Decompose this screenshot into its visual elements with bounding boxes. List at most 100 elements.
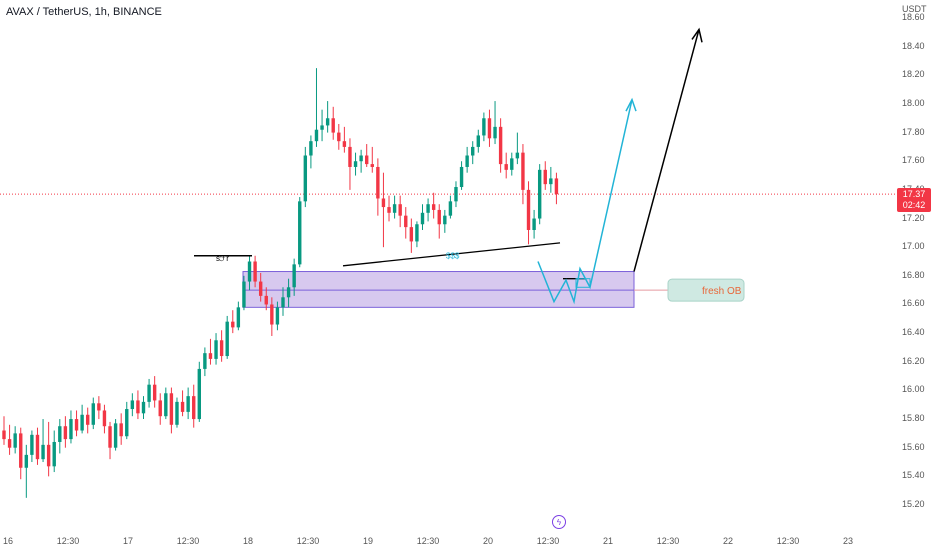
order-block-zone	[242, 271, 635, 308]
price-chart[interactable]: sℱr $$$ fresh OB	[0, 0, 896, 520]
time-tick: 12:30	[416, 536, 440, 546]
candle-body	[543, 169, 547, 185]
price-tick: 16.40	[902, 327, 925, 338]
candle-body	[476, 135, 480, 147]
price-tick: 15.20	[902, 499, 925, 509]
candle-body	[108, 426, 112, 448]
candle-body	[225, 321, 229, 357]
candle-body	[125, 409, 129, 437]
candle-body	[86, 414, 90, 425]
price-tick: 16.80	[902, 269, 925, 280]
price-tick: 15.60	[902, 441, 925, 452]
candle-body	[392, 204, 397, 213]
fresh-ob-label: fresh OB	[702, 286, 742, 297]
candle-body	[197, 368, 201, 420]
price-tick: 18.00	[902, 97, 925, 108]
candle-body	[63, 426, 68, 440]
price-tick: 16.60	[902, 298, 925, 309]
time-tick: 17	[122, 536, 134, 546]
candle-body	[158, 400, 162, 417]
candle-body	[298, 201, 302, 265]
candle-body	[365, 155, 369, 165]
candle-body	[549, 178, 553, 185]
candle-body	[437, 209, 441, 225]
projection-path-black	[633, 29, 700, 272]
sell-side-liquidity-line	[342, 242, 561, 267]
candle-body	[41, 444, 45, 460]
candle-body	[214, 340, 218, 359]
candle-body	[152, 384, 157, 401]
current-price-value: 17.37	[902, 189, 926, 199]
candle-body	[264, 295, 268, 305]
candle-body	[208, 353, 213, 359]
candle-body	[186, 396, 190, 412]
candle-body	[443, 215, 447, 225]
candle-body	[482, 118, 486, 136]
price-axis[interactable]: USDT 18.6018.4018.2018.0017.8017.6017.40…	[896, 0, 932, 520]
candle-body	[2, 430, 6, 440]
candle-body	[454, 187, 458, 202]
candle-body	[24, 454, 29, 468]
candle-body	[431, 204, 436, 210]
candle-body	[303, 155, 308, 202]
candle-body	[448, 201, 453, 216]
time-tick: 12:30	[56, 536, 80, 546]
candle-body	[426, 204, 430, 213]
price-tick: 17.60	[902, 155, 925, 166]
candle-body	[270, 304, 274, 325]
price-tick: 17.80	[902, 126, 925, 137]
time-tick: 22	[722, 536, 734, 546]
candle-body	[175, 401, 179, 425]
axis-currency-label: USDT	[902, 4, 927, 14]
candle-body	[147, 384, 151, 402]
candle-body	[281, 297, 285, 308]
entry-box	[575, 278, 591, 288]
candle-body	[275, 307, 280, 325]
candle-body	[247, 261, 252, 282]
time-tick: 20	[482, 536, 494, 546]
candle-body	[521, 152, 525, 190]
price-tick: 18.20	[902, 69, 925, 80]
price-tick: 15.80	[902, 413, 925, 424]
candle-body	[136, 400, 140, 414]
candle-body	[231, 321, 235, 328]
candle-body	[381, 198, 386, 208]
candle-body	[219, 340, 224, 357]
price-tick: 18.40	[902, 40, 925, 51]
lightning-icon[interactable]: ϟ	[552, 515, 566, 529]
candle-body	[141, 401, 146, 414]
candle-body	[91, 403, 95, 425]
time-tick: 21	[602, 536, 614, 546]
candle-body	[119, 423, 123, 437]
candle-body	[325, 118, 330, 126]
time-axis[interactable]: 16 12:30 17 12:30 18 12:30 19 12:30 20 12:30 21 12:…	[0, 520, 896, 550]
time-tick: 12:30	[776, 536, 800, 546]
sfr-label: sℱr	[216, 254, 229, 263]
candle-body	[30, 434, 34, 455]
candle-body	[69, 419, 73, 440]
candle-body	[554, 178, 559, 195]
candle-body	[292, 264, 296, 288]
chart-symbol-header: AVAX / TetherUS, 1h, BINANCE	[6, 6, 162, 18]
time-tick: 12:30	[656, 536, 680, 546]
candle-body	[420, 212, 425, 225]
candle-body	[498, 126, 503, 165]
time-tick: 18	[242, 536, 254, 546]
price-tick: 16.00	[902, 384, 925, 395]
candle-body	[415, 224, 419, 242]
price-tick: 18.60	[902, 12, 925, 22]
time-tick: 19	[362, 536, 374, 546]
price-tick: 16.20	[902, 355, 925, 366]
candle-body	[52, 441, 56, 467]
candle-body	[342, 141, 347, 147]
price-tick: 17.20	[902, 212, 925, 223]
time-tick: 12:30	[296, 536, 320, 546]
candle-body	[192, 396, 196, 420]
candle-body	[331, 118, 335, 133]
candle-body	[487, 118, 492, 139]
candle-body	[348, 146, 352, 167]
candle-body	[370, 164, 374, 167]
candle-body	[504, 164, 508, 170]
candle-body	[376, 166, 380, 199]
price-tick: 15.40	[902, 470, 925, 481]
